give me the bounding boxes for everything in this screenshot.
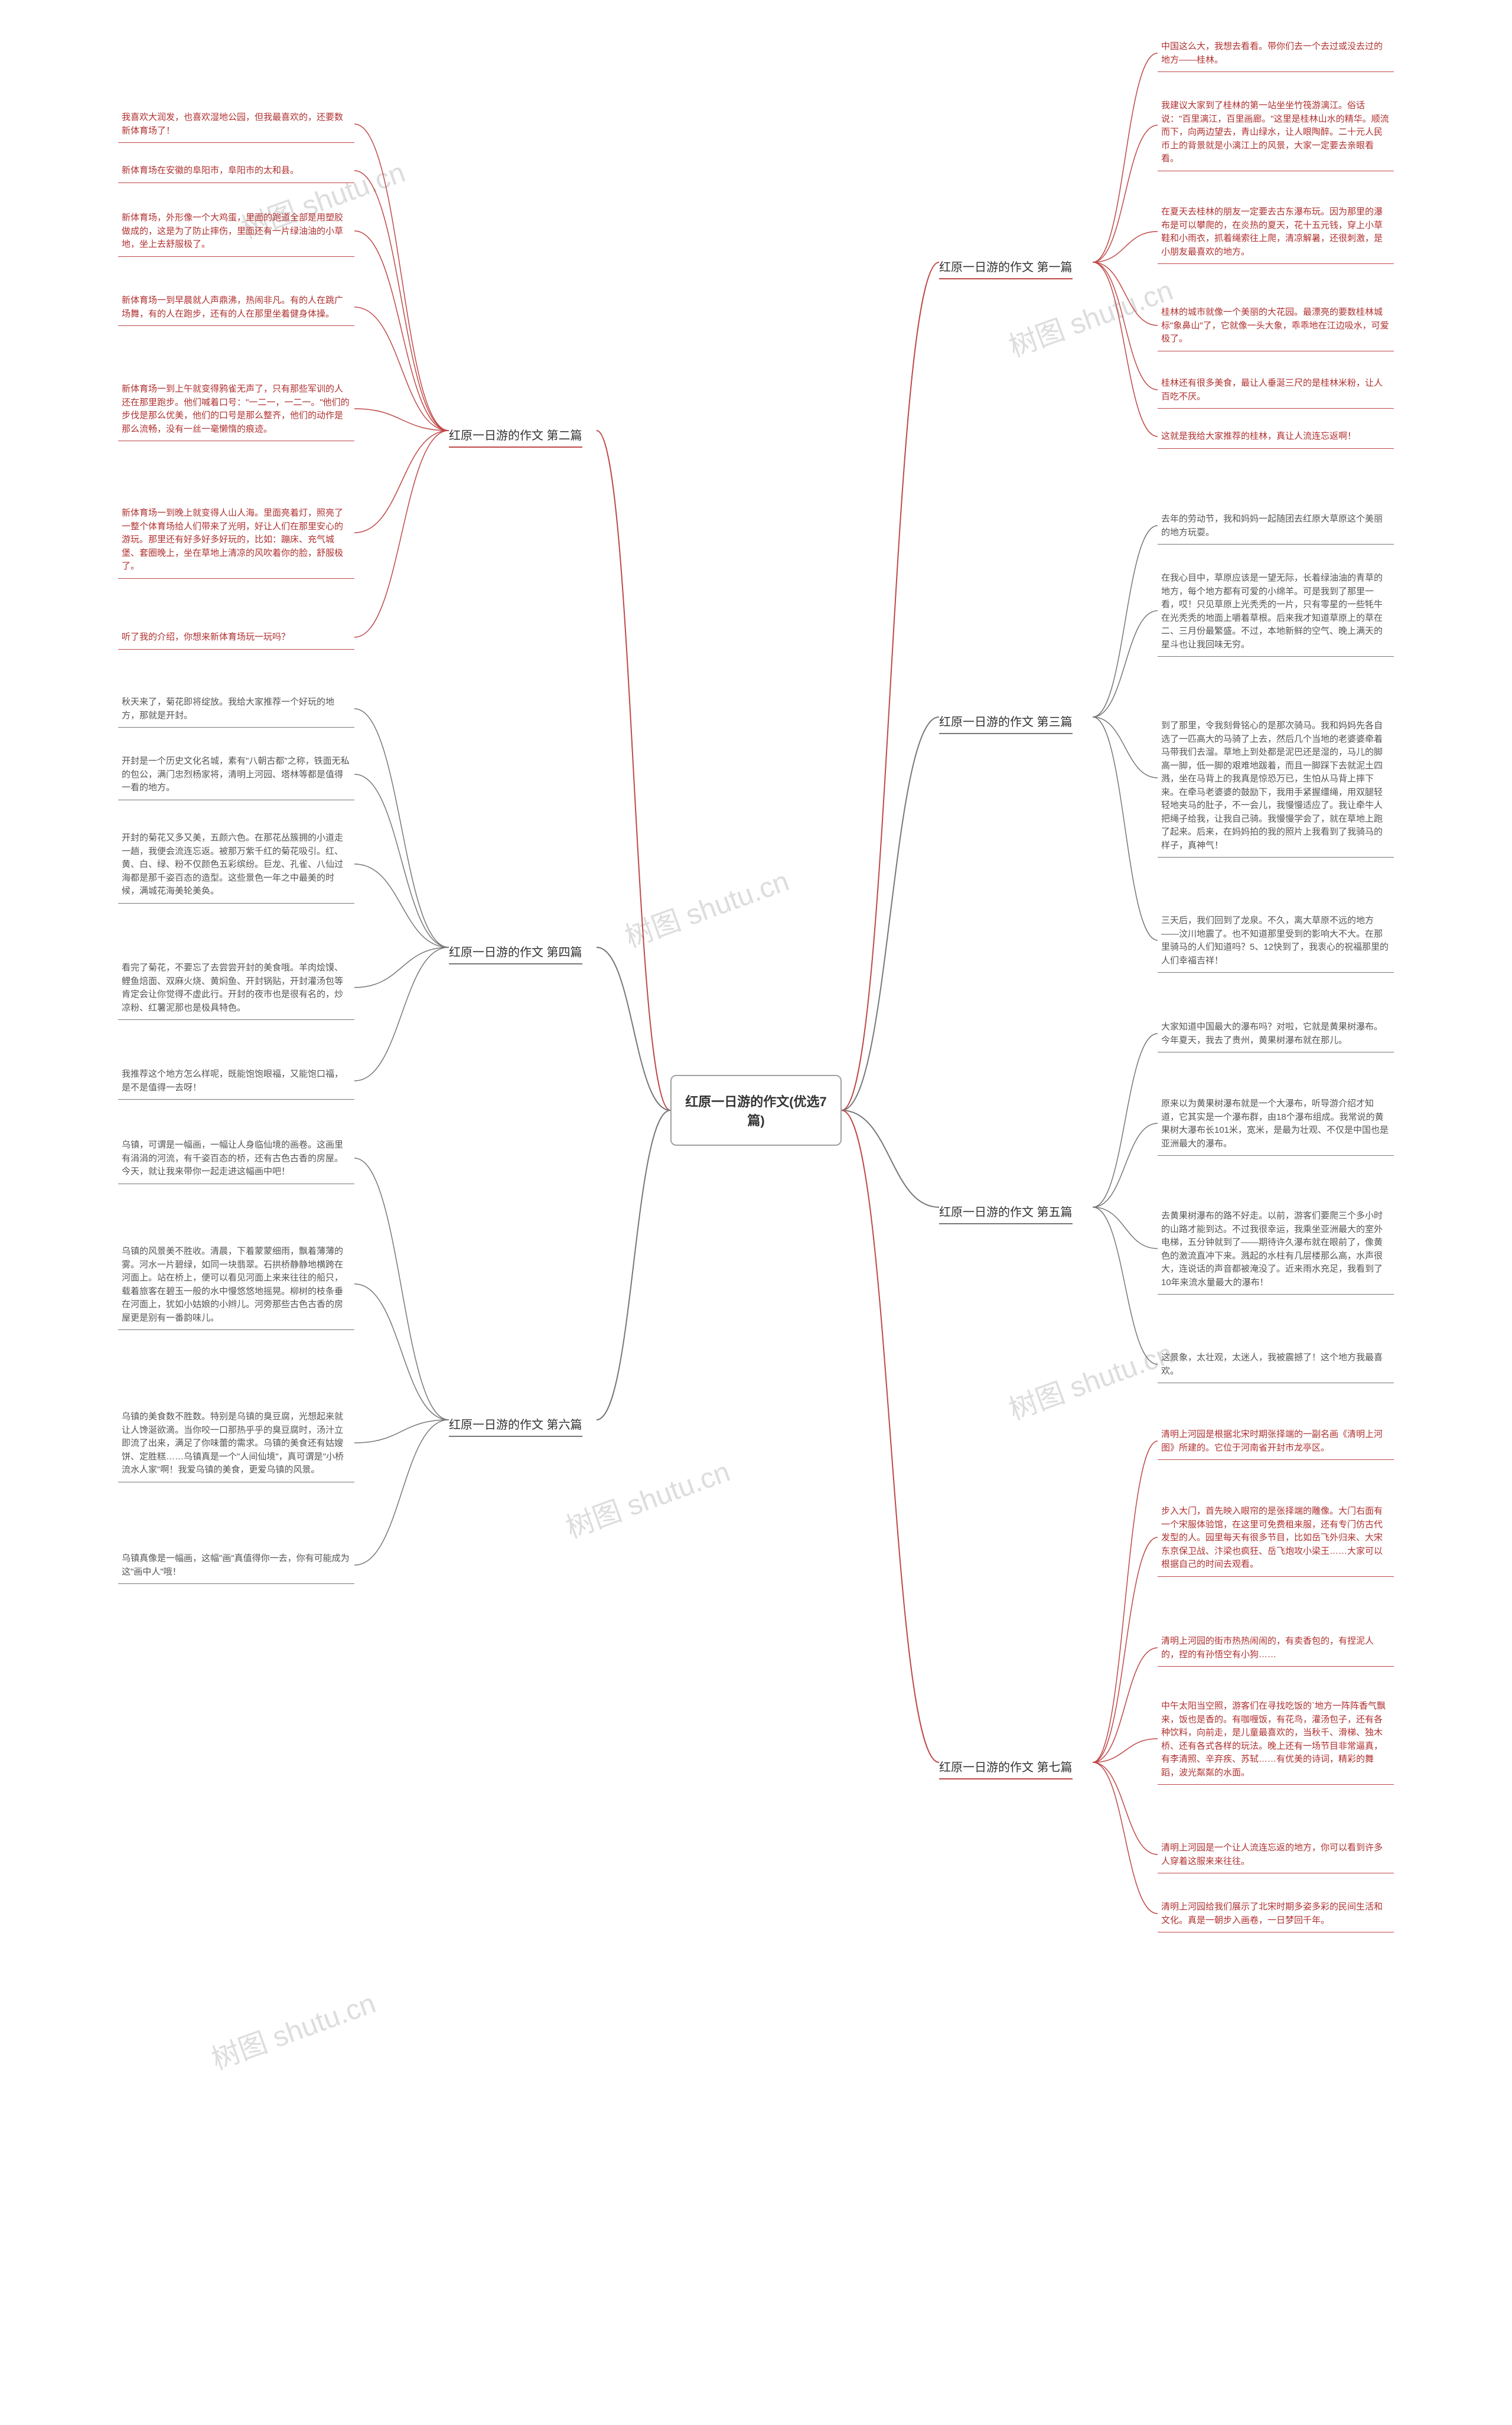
leaf-node: 乌镇，可谓是一幅画，一幅让人身临仙境的画卷。这画里有涓涓的河流，有千姿百态的桥，… <box>118 1134 354 1184</box>
leaf-node: 大家知道中国最大的瀑布吗？对啦，它就是黄果树瀑布。今年夏天，我去了贵州，黄果树瀑… <box>1158 1016 1394 1052</box>
leaf-node: 桂林还有很多美食，最让人垂涎三尺的是桂林米粉，让人百吃不厌。 <box>1158 372 1394 409</box>
watermark: 树图 shutu.cn <box>618 858 794 955</box>
leaf-node: 清明上河园是一个让人流连忘返的地方，你可以看到许多人穿着这服来来往往。 <box>1158 1837 1394 1873</box>
leaf-node: 新体育场在安徽的阜阳市，阜阳市的太和县。 <box>118 159 354 183</box>
leaf-node: 步入大门，首先映入眼帘的是张择端的雕像。大门右面有一个宋服体验馆，在这里可免费租… <box>1158 1500 1394 1577</box>
leaf-node: 乌镇的风景美不胜收。清晨，下着蒙蒙细雨，飘着薄薄的雾。河水一片碧绿，如同一块翡翠… <box>118 1240 354 1330</box>
leaf-node: 中午太阳当空照，游客们在寻找吃饭的`地方一阵阵香气飘来，饭也是香的。有咖喱饭，有… <box>1158 1695 1394 1785</box>
branch-label: 红原一日游的作文 第四篇 <box>449 939 582 964</box>
leaf-node: 去黄果树瀑布的路不好走。以前，游客们要爬三个多小时的山路才能到达。不过我很幸运，… <box>1158 1205 1394 1295</box>
leaf-node: 在夏天去桂林的朋友一定要去古东瀑布玩。因为那里的瀑布是可以攀爬的，在炎热的夏天，… <box>1158 201 1394 264</box>
leaf-node: 新体育场一到上午就变得鸦雀无声了，只有那些军训的人还在那里跑步。他们喊着口号："… <box>118 378 354 441</box>
leaf-node: 开封的菊花又多又美，五颜六色。在那花丛簇拥的小道走一趟，我便会流连忘返。被那万紫… <box>118 827 354 904</box>
watermark: 树图 shutu.cn <box>205 1980 380 2077</box>
watermark: 树图 shutu.cn <box>1002 1330 1178 1427</box>
leaf-node: 这就是我给大家推荐的桂林，真让人流连忘返啊！ <box>1158 425 1394 449</box>
leaf-node: 到了那里，令我刻骨铭心的是那次骑马。我和妈妈先各自选了一匹高大的马骑了上去，然后… <box>1158 715 1394 858</box>
leaf-node: 中国这么大，我想去看看。带你们去一个去过或没去过的地方——桂林。 <box>1158 35 1394 72</box>
leaf-node: 桂林的城市就像一个美丽的大花园。最漂亮的要数桂林城标"象鼻山"了，它就像一头大象… <box>1158 301 1394 351</box>
branch-label: 红原一日游的作文 第三篇 <box>939 709 1073 734</box>
branch-label: 红原一日游的作文 第二篇 <box>449 422 582 448</box>
leaf-node: 新体育场一到晚上就变得人山人海。里面亮着灯，照亮了一整个体育场给人们带来了光明，… <box>118 502 354 579</box>
leaf-node: 乌镇真像是一幅画，这幅"画"真值得你一去，你有可能成为这"画中人"哦！ <box>118 1547 354 1584</box>
leaf-node: 原来以为黄果树瀑布就是一个大瀑布，听导游介绍才知道，它其实是一个瀑布群，由18个… <box>1158 1093 1394 1156</box>
leaf-node: 我喜欢大润发，也喜欢湿地公园，但我最喜欢的，还要数新体育场了！ <box>118 106 354 143</box>
leaf-node: 乌镇的美食数不胜数。特别是乌镇的臭豆腐，光想起来就让人馋涎欲滴。当你咬一口那热乎… <box>118 1406 354 1482</box>
watermark: 树图 shutu.cn <box>559 1448 735 1546</box>
leaf-node: 这景象，太壮观，太迷人，我被震撼了！这个地方我最喜欢。 <box>1158 1347 1394 1383</box>
leaf-node: 我建议大家到了桂林的第一站坐坐竹筏游漓江。俗话说："百里漓江，百里画廊。"这里是… <box>1158 94 1394 171</box>
center-node: 红原一日游的作文(优选7篇) <box>670 1075 842 1146</box>
watermark: 树图 shutu.cn <box>1002 267 1178 364</box>
leaf-node: 清明上河园的街市热热闹闹的，有卖香包的，有捏泥人的，捏的有孙悟空有小狗…… <box>1158 1630 1394 1667</box>
leaf-node: 新体育场，外形像一个大鸡蛋，里面的跑道全部是用塑胶做成的，这是为了防止摔伤，里面… <box>118 207 354 257</box>
branch-label: 红原一日游的作文 第七篇 <box>939 1754 1073 1779</box>
leaf-node: 清明上河园给我们展示了北宋时期多姿多彩的民间生活和文化。真是一朝步入画卷，一日梦… <box>1158 1896 1394 1932</box>
leaf-node: 在我心目中，草原应该是一望无际，长着绿油油的青草的地方，每个地方都有可爱的小绵羊… <box>1158 567 1394 657</box>
leaf-node: 秋天来了，菊花即将绽放。我给大家推荐一个好玩的地方，那就是开封。 <box>118 691 354 728</box>
leaf-node: 新体育场一到早晨就人声鼎沸，热闹非凡。有的人在跳广场舞，有的人在跑步，还有的人在… <box>118 289 354 326</box>
leaf-node: 我推荐这个地方怎么样呢，既能饱饱眼福，又能饱口福，是不是值得一去呀！ <box>118 1063 354 1100</box>
branch-label: 红原一日游的作文 第六篇 <box>449 1412 582 1437</box>
leaf-node: 三天后，我们回到了龙泉。不久，离大草原不远的地方——汶川地震了。也不知道那里受到… <box>1158 910 1394 973</box>
leaf-node: 开封是一个历史文化名城，素有"八朝古都"之称，铁面无私的包公，满门忠烈杨家将，清… <box>118 750 354 800</box>
leaf-node: 清明上河园是根据北宋时期张择端的一副名画《清明上河图》所建的。它位于河南省开封市… <box>1158 1423 1394 1460</box>
branch-label: 红原一日游的作文 第五篇 <box>939 1199 1073 1224</box>
branch-label: 红原一日游的作文 第一篇 <box>939 254 1073 279</box>
leaf-node: 去年的劳动节，我和妈妈一起随团去红原大草原这个美丽的地方玩耍。 <box>1158 508 1394 545</box>
leaf-node: 听了我的介绍，你想来新体育场玩一玩吗？ <box>118 626 354 650</box>
leaf-node: 看完了菊花，不要忘了去尝尝开封的美食哦。羊肉烩馍、鲤鱼焙面、双麻火烧、黄焖鱼、开… <box>118 957 354 1020</box>
